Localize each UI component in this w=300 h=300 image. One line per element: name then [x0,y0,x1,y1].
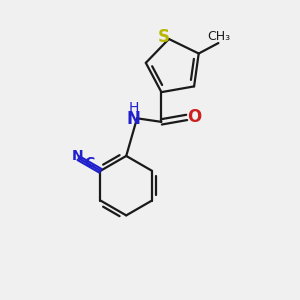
Text: N: N [72,149,84,163]
Text: S: S [158,28,169,46]
Text: CH₃: CH₃ [207,30,230,43]
Text: C: C [84,156,94,170]
Text: N: N [127,110,140,128]
Text: O: O [187,108,201,126]
Text: H: H [128,101,139,115]
